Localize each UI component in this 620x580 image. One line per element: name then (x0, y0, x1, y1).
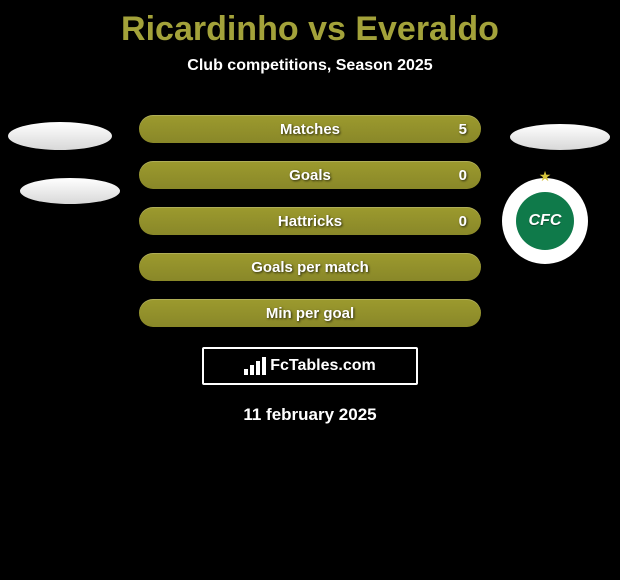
player-right-marker-1 (510, 124, 610, 150)
stat-value: 0 (459, 167, 467, 184)
club-badge: ★ CFC (502, 178, 588, 264)
stat-bar-matches: Matches 5 (139, 115, 481, 143)
date-text: 11 february 2025 (0, 405, 620, 425)
stat-bar-goals: Goals 0 (139, 161, 481, 189)
watermark: FcTables.com (202, 347, 418, 385)
player-left-marker-1 (8, 122, 112, 150)
stat-value: 5 (459, 121, 467, 138)
star-icon: ★ (539, 168, 552, 185)
watermark-text: FcTables.com (270, 357, 376, 375)
stat-label: Goals per match (139, 259, 481, 276)
stat-bar-hattricks: Hattricks 0 (139, 207, 481, 235)
stat-label: Matches (139, 121, 481, 138)
player-left-marker-2 (20, 178, 120, 204)
stat-label: Goals (139, 167, 481, 184)
bar-chart-icon (244, 357, 266, 375)
stat-bar-goals-per-match: Goals per match (139, 253, 481, 281)
club-badge-inner: CFC (516, 192, 574, 250)
stat-label: Hattricks (139, 213, 481, 230)
stat-bar-min-per-goal: Min per goal (139, 299, 481, 327)
page-title: Ricardinho vs Everaldo (0, 0, 620, 49)
stat-value: 0 (459, 213, 467, 230)
stat-label: Min per goal (139, 305, 481, 322)
page-subtitle: Club competitions, Season 2025 (0, 57, 620, 75)
